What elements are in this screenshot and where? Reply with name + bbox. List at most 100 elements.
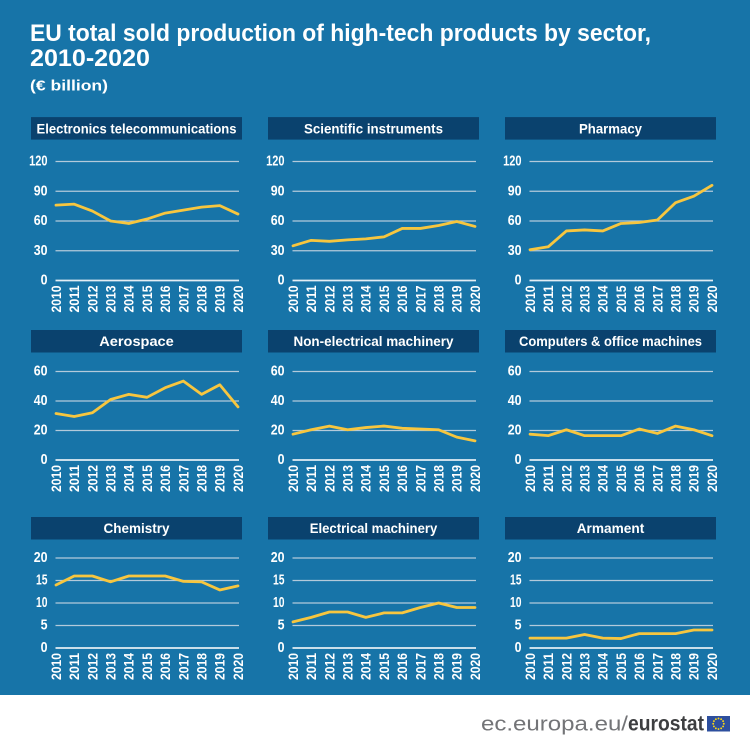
svg-text:2016: 2016: [631, 653, 647, 680]
svg-text:0: 0: [515, 273, 522, 289]
svg-text:2015: 2015: [139, 653, 155, 680]
svg-text:2015: 2015: [613, 653, 629, 680]
svg-text:ec.europa.eu/: ec.europa.eu/: [481, 714, 629, 736]
svg-text:2014: 2014: [595, 465, 611, 492]
svg-text:2017: 2017: [412, 653, 428, 680]
svg-text:2018: 2018: [431, 465, 447, 492]
svg-text:0: 0: [278, 452, 285, 468]
svg-text:40: 40: [508, 393, 522, 409]
svg-text:2010-2020: 2010-2020: [30, 45, 150, 72]
svg-text:2014: 2014: [595, 653, 611, 680]
svg-text:2012: 2012: [558, 465, 574, 492]
svg-text:Pharmacy: Pharmacy: [579, 120, 642, 136]
svg-text:2019: 2019: [212, 653, 228, 680]
svg-text:90: 90: [34, 183, 48, 199]
svg-text:2013: 2013: [340, 653, 356, 680]
svg-text:2018: 2018: [194, 285, 210, 312]
svg-text:2020: 2020: [467, 653, 483, 680]
svg-text:Computers & office machines: Computers & office machines: [519, 333, 702, 349]
svg-text:2019: 2019: [686, 285, 702, 312]
svg-text:2018: 2018: [668, 285, 684, 312]
svg-text:2012: 2012: [84, 465, 100, 492]
svg-text:2011: 2011: [66, 285, 82, 312]
svg-text:120: 120: [266, 154, 284, 170]
svg-text:2020: 2020: [467, 465, 483, 492]
svg-text:2015: 2015: [613, 465, 629, 492]
svg-text:2013: 2013: [340, 285, 356, 312]
svg-text:2020: 2020: [230, 465, 246, 492]
svg-text:120: 120: [29, 154, 47, 170]
svg-text:20: 20: [34, 550, 48, 566]
svg-text:5: 5: [41, 618, 48, 634]
svg-text:10: 10: [510, 595, 522, 611]
svg-text:2011: 2011: [66, 465, 82, 492]
svg-text:2012: 2012: [321, 285, 337, 312]
svg-text:20: 20: [271, 423, 285, 439]
svg-text:20: 20: [34, 423, 48, 439]
svg-text:30: 30: [271, 243, 285, 259]
svg-text:2014: 2014: [121, 285, 137, 312]
svg-text:2015: 2015: [613, 285, 629, 312]
svg-text:2014: 2014: [358, 285, 374, 312]
svg-text:60: 60: [34, 364, 48, 380]
svg-text:2014: 2014: [595, 285, 611, 312]
svg-text:2016: 2016: [157, 465, 173, 492]
svg-text:2016: 2016: [394, 465, 410, 492]
svg-text:60: 60: [508, 364, 522, 380]
svg-text:2016: 2016: [631, 285, 647, 312]
svg-text:2019: 2019: [686, 465, 702, 492]
svg-text:0: 0: [278, 640, 285, 656]
svg-text:2016: 2016: [157, 285, 173, 312]
svg-text:2017: 2017: [649, 653, 665, 680]
svg-text:2011: 2011: [303, 653, 319, 680]
svg-text:2010: 2010: [285, 285, 301, 312]
svg-text:2015: 2015: [376, 653, 392, 680]
svg-text:2013: 2013: [102, 465, 118, 492]
svg-text:2015: 2015: [376, 285, 392, 312]
svg-text:2019: 2019: [212, 285, 228, 312]
svg-text:2012: 2012: [84, 285, 100, 312]
svg-text:2018: 2018: [668, 465, 684, 492]
svg-text:2010: 2010: [522, 465, 538, 492]
svg-text:60: 60: [271, 364, 285, 380]
svg-text:Aerospace: Aerospace: [99, 333, 174, 349]
svg-text:0: 0: [41, 640, 48, 656]
svg-text:2017: 2017: [649, 465, 665, 492]
svg-text:5: 5: [278, 618, 285, 634]
svg-text:2011: 2011: [540, 465, 556, 492]
svg-text:Armament: Armament: [577, 520, 645, 536]
svg-text:2017: 2017: [412, 285, 428, 312]
svg-text:0: 0: [515, 452, 522, 468]
svg-text:2010: 2010: [522, 285, 538, 312]
svg-text:15: 15: [273, 573, 285, 589]
svg-text:2010: 2010: [48, 653, 64, 680]
svg-text:2012: 2012: [84, 653, 100, 680]
svg-text:2019: 2019: [449, 653, 465, 680]
svg-text:2010: 2010: [285, 653, 301, 680]
svg-text:2014: 2014: [121, 653, 137, 680]
svg-text:60: 60: [271, 213, 285, 229]
svg-text:10: 10: [273, 595, 285, 611]
svg-text:0: 0: [278, 273, 285, 289]
svg-text:2014: 2014: [121, 465, 137, 492]
svg-text:(€ billion): (€ billion): [30, 79, 108, 95]
svg-text:2012: 2012: [558, 285, 574, 312]
svg-text:2020: 2020: [704, 285, 720, 312]
svg-text:40: 40: [271, 393, 285, 409]
svg-text:2019: 2019: [449, 465, 465, 492]
svg-text:2016: 2016: [394, 285, 410, 312]
svg-text:2011: 2011: [66, 653, 82, 680]
svg-text:2013: 2013: [577, 465, 593, 492]
svg-text:30: 30: [34, 243, 48, 259]
svg-text:2018: 2018: [431, 653, 447, 680]
svg-text:2011: 2011: [303, 285, 319, 312]
svg-text:2019: 2019: [212, 465, 228, 492]
svg-text:20: 20: [508, 550, 522, 566]
svg-text:2020: 2020: [230, 285, 246, 312]
svg-text:2013: 2013: [577, 653, 593, 680]
svg-text:2016: 2016: [394, 653, 410, 680]
svg-text:2017: 2017: [412, 465, 428, 492]
svg-text:15: 15: [510, 573, 522, 589]
svg-text:2014: 2014: [358, 653, 374, 680]
svg-text:2018: 2018: [668, 653, 684, 680]
